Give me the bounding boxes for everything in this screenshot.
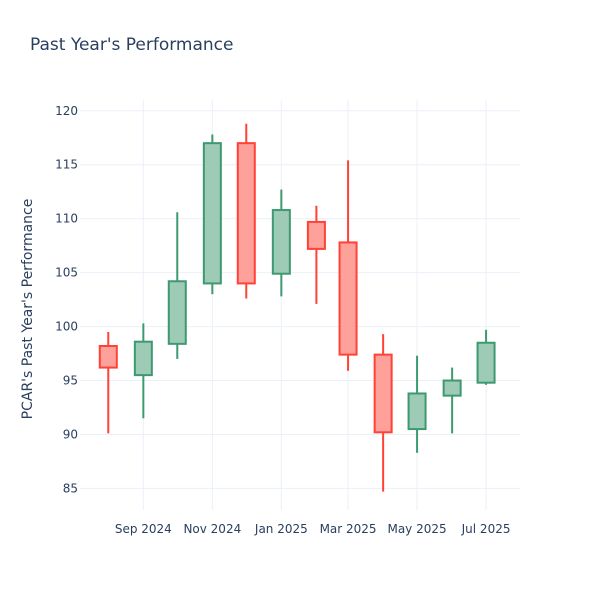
candle-increasing [442,367,462,434]
x-tick-label: Jan 2025 [254,522,308,536]
x-tick-label: Jul 2025 [461,522,511,536]
y-tick-label: 115 [55,158,78,172]
candle-body [476,341,496,384]
candle-body [373,353,393,434]
candle-body [202,142,222,285]
candle-increasing [476,329,496,385]
candle-body [236,142,256,285]
chart-title: Past Year's Performance [30,35,234,55]
x-tick-label: Sep 2024 [115,522,172,536]
axis-ticks: 85 90 95 100 105 110 115 120 Sep 2024 Nov 2024 Jan… [55,104,510,536]
candles [98,123,496,492]
candle-increasing [202,134,222,295]
candle-body [271,209,291,275]
x-tick-label: Mar 2025 [320,522,377,536]
candle-body [338,241,358,356]
candle-decreasing [373,334,393,492]
candle-increasing [133,323,153,419]
y-tick-label: 95 [63,374,78,388]
y-tick-label: 90 [63,427,78,441]
candle-increasing [407,355,427,453]
y-tick-label: 100 [55,320,78,334]
candle-decreasing [306,205,326,304]
y-tick-label: 120 [55,104,78,118]
candle-body [167,280,187,345]
x-tick-label: May 2025 [387,522,446,536]
y-axis-label: PCAR's Past Year's Performance [20,199,36,420]
y-tick-label: 105 [55,266,78,280]
candle-body [407,392,427,431]
candle-body [306,220,326,250]
x-tick-label: Nov 2024 [183,522,241,536]
candle-body [98,345,118,369]
candle-increasing [271,189,291,297]
y-tick-label: 110 [55,212,78,226]
candle-decreasing [236,123,256,299]
candle-body [133,340,153,377]
candle-increasing [167,212,187,359]
candle-body [442,379,462,397]
candle-decreasing [338,160,358,371]
candle-decreasing [98,331,118,434]
y-tick-label: 85 [63,481,78,495]
